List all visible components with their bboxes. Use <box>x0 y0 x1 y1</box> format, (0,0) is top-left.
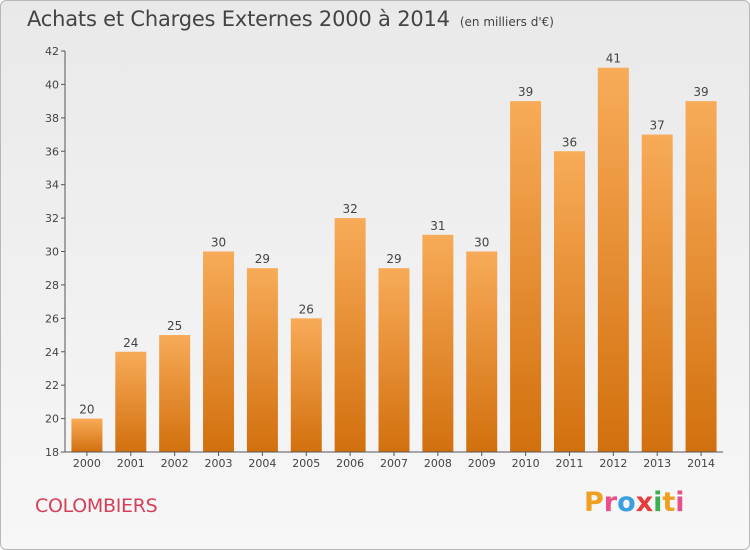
data-label-2005: 26 <box>299 302 314 316</box>
data-label-2006: 32 <box>342 202 357 216</box>
logo-letter: o <box>617 487 636 518</box>
data-label-2012: 41 <box>606 52 621 66</box>
y-tick-label-38: 38 <box>45 112 59 125</box>
data-label-2011: 36 <box>562 135 577 149</box>
chart-title: Achats et Charges Externes 2000 à 2014 <box>27 7 450 31</box>
data-label-2001: 24 <box>123 336 138 350</box>
bar-2006 <box>334 218 366 452</box>
y-tick-label-22: 22 <box>45 379 59 392</box>
y-tick-label-26: 26 <box>45 312 59 325</box>
x-tick-label-2009: 2009 <box>468 457 496 470</box>
bars <box>71 67 717 452</box>
y-tick-label-24: 24 <box>45 346 59 359</box>
x-tick-label-2005: 2005 <box>292 457 320 470</box>
y-tick-label-30: 30 <box>45 246 59 259</box>
data-label-2008: 31 <box>430 219 445 233</box>
x-tick-label-2007: 2007 <box>380 457 408 470</box>
x-tick-label-2008: 2008 <box>424 457 452 470</box>
data-label-2009: 30 <box>474 236 489 250</box>
bar-2000 <box>71 418 103 452</box>
x-tick-label-2000: 2000 <box>73 457 101 470</box>
x-axis-ticks: 2000 2001 2002 2003 2004 2005 2006 2007 2008 2009… <box>73 452 715 470</box>
chart-subtitle: (en milliers d'€) <box>459 15 554 29</box>
bar-2001 <box>115 351 147 452</box>
x-tick-label-2011: 2011 <box>555 457 583 470</box>
y-axis-ticks: 18 20 22 24 26 28 30 32 34 36 38 40 42 <box>45 45 65 459</box>
data-label-2003: 30 <box>211 236 226 250</box>
y-tick-label-36: 36 <box>45 145 59 158</box>
y-tick-label-32: 32 <box>45 212 59 225</box>
y-tick-label-28: 28 <box>45 279 59 292</box>
data-label-2013: 37 <box>650 119 665 133</box>
bar-2008 <box>422 234 454 452</box>
bar-2012 <box>597 67 629 452</box>
bar-2003 <box>203 251 235 452</box>
logo-letter: i <box>653 487 663 518</box>
data-labels: 20 24 25 30 29 26 32 29 31 30 39 36 41 37 39 <box>79 52 708 417</box>
y-tick-label-18: 18 <box>45 446 59 459</box>
commune-name: COLOMBIERS <box>35 495 158 517</box>
x-tick-label-2012: 2012 <box>599 457 627 470</box>
logo-letter: t <box>662 487 676 518</box>
x-tick-label-2004: 2004 <box>248 457 276 470</box>
data-label-2010: 39 <box>518 85 533 99</box>
bar-2010 <box>510 101 542 452</box>
logo-letter: x <box>635 487 654 518</box>
data-label-2004: 29 <box>255 252 270 266</box>
bar-2005 <box>290 318 322 452</box>
bar-2007 <box>378 268 410 452</box>
data-label-2002: 25 <box>167 319 182 333</box>
bar-2013 <box>641 134 673 452</box>
data-label-2000: 20 <box>79 403 94 417</box>
proxiti-logo: Proxiti <box>584 487 685 518</box>
x-tick-label-2013: 2013 <box>643 457 671 470</box>
logo-letter: P <box>584 487 604 518</box>
chart-header: Achats et Charges Externes 2000 à 2014 (e… <box>27 7 554 31</box>
y-tick-label-34: 34 <box>45 179 59 192</box>
logo-letter: r <box>603 487 618 518</box>
x-tick-label-2010: 2010 <box>512 457 540 470</box>
y-tick-label-40: 40 <box>45 78 59 91</box>
bar-2009 <box>466 251 498 452</box>
y-tick-label-20: 20 <box>45 413 59 426</box>
bar-2011 <box>553 151 585 452</box>
bar-2004 <box>246 268 278 452</box>
x-tick-label-2006: 2006 <box>336 457 364 470</box>
x-tick-label-2001: 2001 <box>117 457 145 470</box>
x-tick-label-2002: 2002 <box>161 457 189 470</box>
data-label-2014: 39 <box>693 85 708 99</box>
logo-letter: i <box>675 487 685 518</box>
y-tick-label-42: 42 <box>45 45 59 58</box>
x-tick-label-2014: 2014 <box>687 457 715 470</box>
x-tick-label-2003: 2003 <box>205 457 233 470</box>
bar-2002 <box>159 335 191 452</box>
data-label-2007: 29 <box>386 252 401 266</box>
bar-2014 <box>685 101 717 452</box>
